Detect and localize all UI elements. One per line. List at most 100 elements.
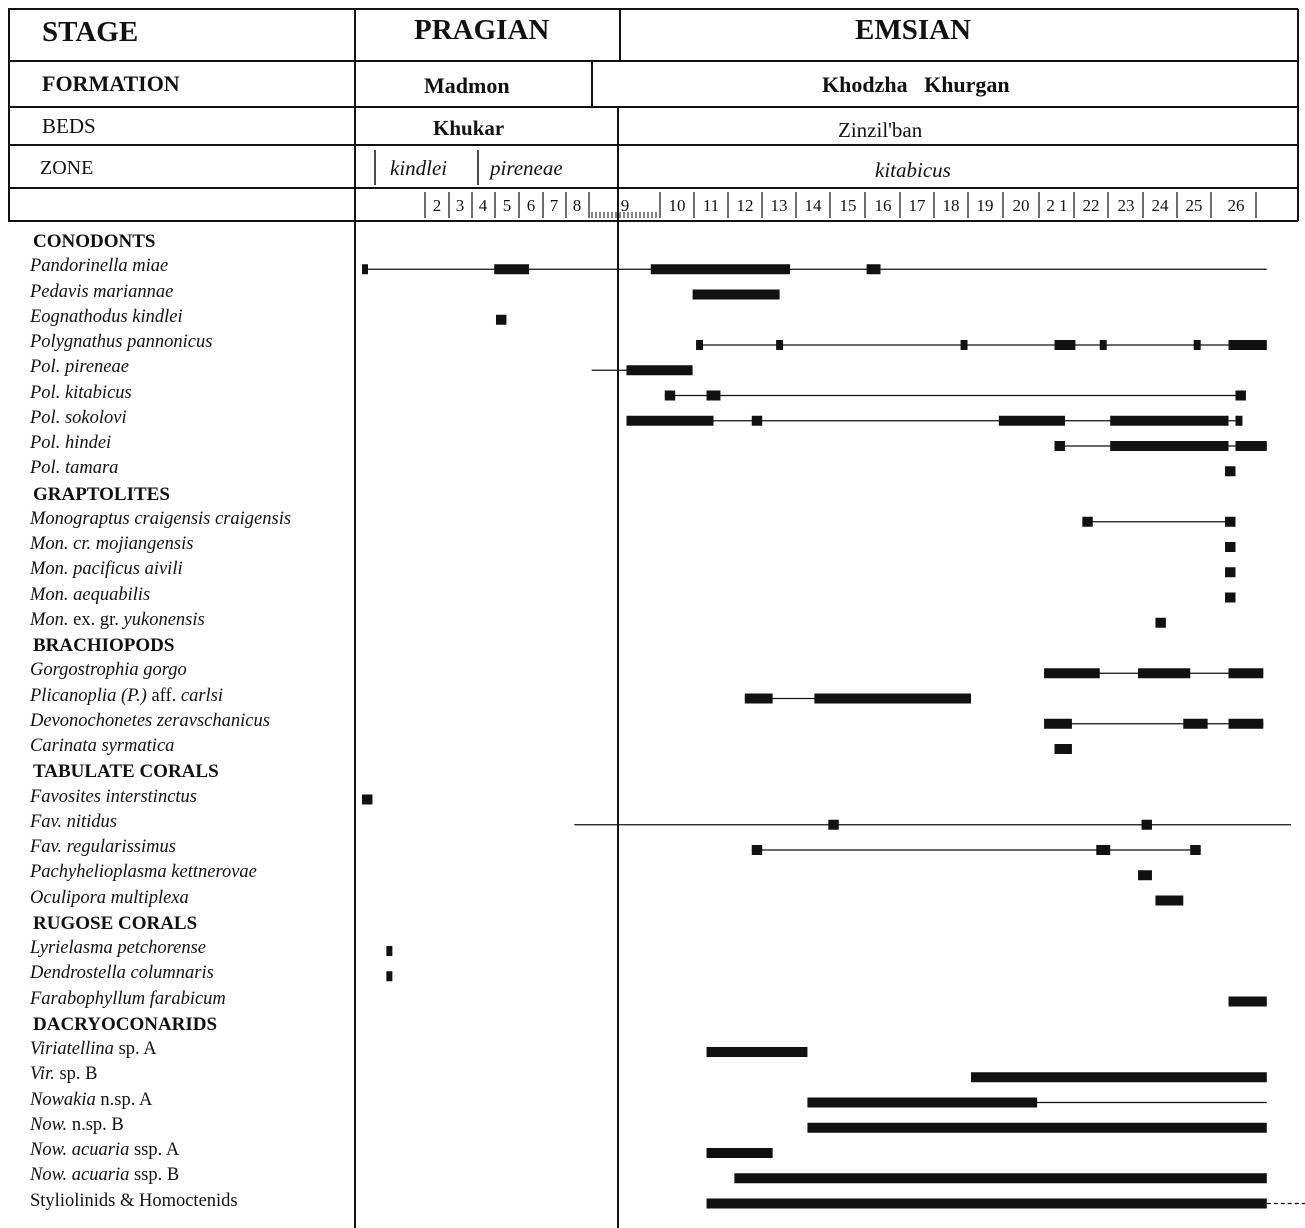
taxon-label: Pol. kitabicus xyxy=(30,382,132,403)
group-label: BRACHIOPODS xyxy=(33,635,175,656)
taxon-label: Favosites interstinctus xyxy=(30,786,197,807)
taxon-label: Mon. pacificus aivili xyxy=(30,559,183,580)
taxon-label: Fav. nitidus xyxy=(30,811,118,832)
taxon-label: Carinata syrmatica xyxy=(30,736,175,756)
zone-pireneae: pireneae xyxy=(490,156,563,180)
taxon-label: Viriatellina sp. A xyxy=(30,1039,157,1059)
occurrence-bar xyxy=(776,340,784,350)
zone-label: ZONE xyxy=(40,157,94,179)
occurrence-bar xyxy=(706,390,721,401)
group-label: GRAPTOLITES xyxy=(33,483,170,505)
taxon-label: Lyrielasma petchorense xyxy=(30,938,207,958)
zone-kindlei: kindlei xyxy=(390,156,448,180)
bed-number: 2 xyxy=(432,196,442,215)
occurrence-bar xyxy=(1235,441,1267,451)
taxon-label: Polygnathus pannonicus xyxy=(30,332,213,352)
occurrence-bar xyxy=(692,289,780,300)
occurrence-bar xyxy=(706,1148,773,1158)
taxon-label: Now. n.sp. B xyxy=(30,1114,124,1135)
taxon-label: Devonochonetes zeravschanicus xyxy=(30,710,270,731)
occurrence-bar xyxy=(696,340,704,350)
beds-label: BEDS xyxy=(42,114,96,138)
taxon-label: Oculipora multiplexa xyxy=(30,887,189,908)
taxon-label: Pol. hindei xyxy=(30,433,112,453)
occurrence-bar xyxy=(626,365,693,376)
bed-number: 11 xyxy=(702,196,720,215)
stage-pragian: PRAGIAN xyxy=(414,14,550,46)
formation-madmon: Madmon xyxy=(424,73,510,98)
occurrence-bar xyxy=(1225,542,1236,552)
occurrence-bar xyxy=(1235,415,1243,426)
bed-number: 20 xyxy=(1012,196,1030,215)
occurrence-bar xyxy=(1096,845,1111,855)
occurrence-bar xyxy=(998,415,1065,426)
occurrence-bar xyxy=(734,1173,1267,1184)
occurrence-bar xyxy=(828,819,839,830)
bed-number: 18 xyxy=(942,196,960,215)
occurrence-bar xyxy=(744,693,773,704)
occurrence-bar xyxy=(626,415,714,426)
taxon-label: Pol. sokolovi xyxy=(30,407,127,428)
bed-number: 23 xyxy=(1117,196,1135,215)
occurrence-bar xyxy=(362,794,373,805)
occurrence-bar xyxy=(960,340,968,350)
stage-label: STAGE xyxy=(42,16,139,48)
formation-label: FORMATION xyxy=(42,71,180,96)
taxon-label: Now. acuaria ssp. B xyxy=(30,1165,180,1186)
occurrence-bar xyxy=(1155,617,1166,628)
bed-number: 9 xyxy=(620,196,630,215)
occurrence-bar xyxy=(494,264,530,275)
bed-number: 7 xyxy=(549,196,559,215)
occurrence-bar xyxy=(1155,895,1184,906)
stage-emsian: EMSIAN xyxy=(855,14,972,46)
occurrence-bar xyxy=(1225,466,1236,477)
occurrence-bar xyxy=(1138,668,1191,679)
occurrence-bar xyxy=(1235,390,1246,401)
occurrence-bar xyxy=(1228,996,1267,1007)
occurrence-bar xyxy=(362,264,368,275)
taxon-label: Pandorinella miae xyxy=(30,256,169,277)
bed-number: 10 xyxy=(668,196,686,215)
occurrence-bar xyxy=(1141,819,1152,830)
bed-number: 4 xyxy=(478,196,488,215)
bed-number: 17 xyxy=(908,196,926,215)
occurrence-bar xyxy=(1044,668,1100,679)
taxon-label: Pachyhelioplasma kettnerovae xyxy=(30,862,257,883)
occurrence-bar xyxy=(971,1072,1267,1083)
taxon-label: Nowakia n.sp. A xyxy=(30,1089,153,1110)
zone-kitabicus: kitabicus xyxy=(875,158,951,182)
bed-number: 13 xyxy=(770,196,788,215)
occurrence-bar xyxy=(495,314,507,325)
occurrence-bar xyxy=(1228,718,1264,729)
occurrence-bar xyxy=(1054,441,1065,451)
bed-number: 16 xyxy=(874,196,892,215)
taxon-label: Gorgostrophia gorgo xyxy=(30,660,187,681)
taxon-label: Fav. regularissimus xyxy=(30,837,176,857)
bed-number: 3 xyxy=(455,196,465,215)
beds-zinzilban: Zinzil'ban xyxy=(838,118,923,142)
occurrence-bar xyxy=(386,971,393,982)
occurrence-bar xyxy=(1110,441,1229,451)
taxon-label: Pol. pireneae xyxy=(30,357,129,378)
occurrence-bar xyxy=(1225,592,1236,603)
occurrence-bar xyxy=(1228,340,1267,350)
taxon-label: Mon. aequabilis xyxy=(30,584,151,605)
bed-number: 24 xyxy=(1151,196,1169,215)
taxon-label: Styliolinids & Homoctenids xyxy=(30,1190,238,1211)
taxon-label: Now. acuaria ssp. A xyxy=(30,1140,180,1160)
occurrence-bar xyxy=(807,1097,1038,1108)
bed-number: 26 xyxy=(1227,196,1245,215)
taxon-label: Farabophyllum farabicum xyxy=(30,988,226,1009)
taxon-label: Dendrostella columnaris xyxy=(30,963,214,984)
bed-number: 6 xyxy=(526,196,536,215)
bed-number: 19 xyxy=(976,196,994,215)
occurrence-bar xyxy=(814,693,971,704)
occurrence-bar xyxy=(1054,340,1076,350)
occurrence-bar xyxy=(807,1122,1267,1133)
taxon-label: Monograptus craigensis craigensis xyxy=(30,508,292,529)
taxon-label: Mon. ex. gr. yukonensis xyxy=(30,609,205,630)
occurrence-bar xyxy=(706,1047,808,1057)
occurrence-bar xyxy=(664,390,676,401)
bed-number: 8 xyxy=(572,196,582,215)
